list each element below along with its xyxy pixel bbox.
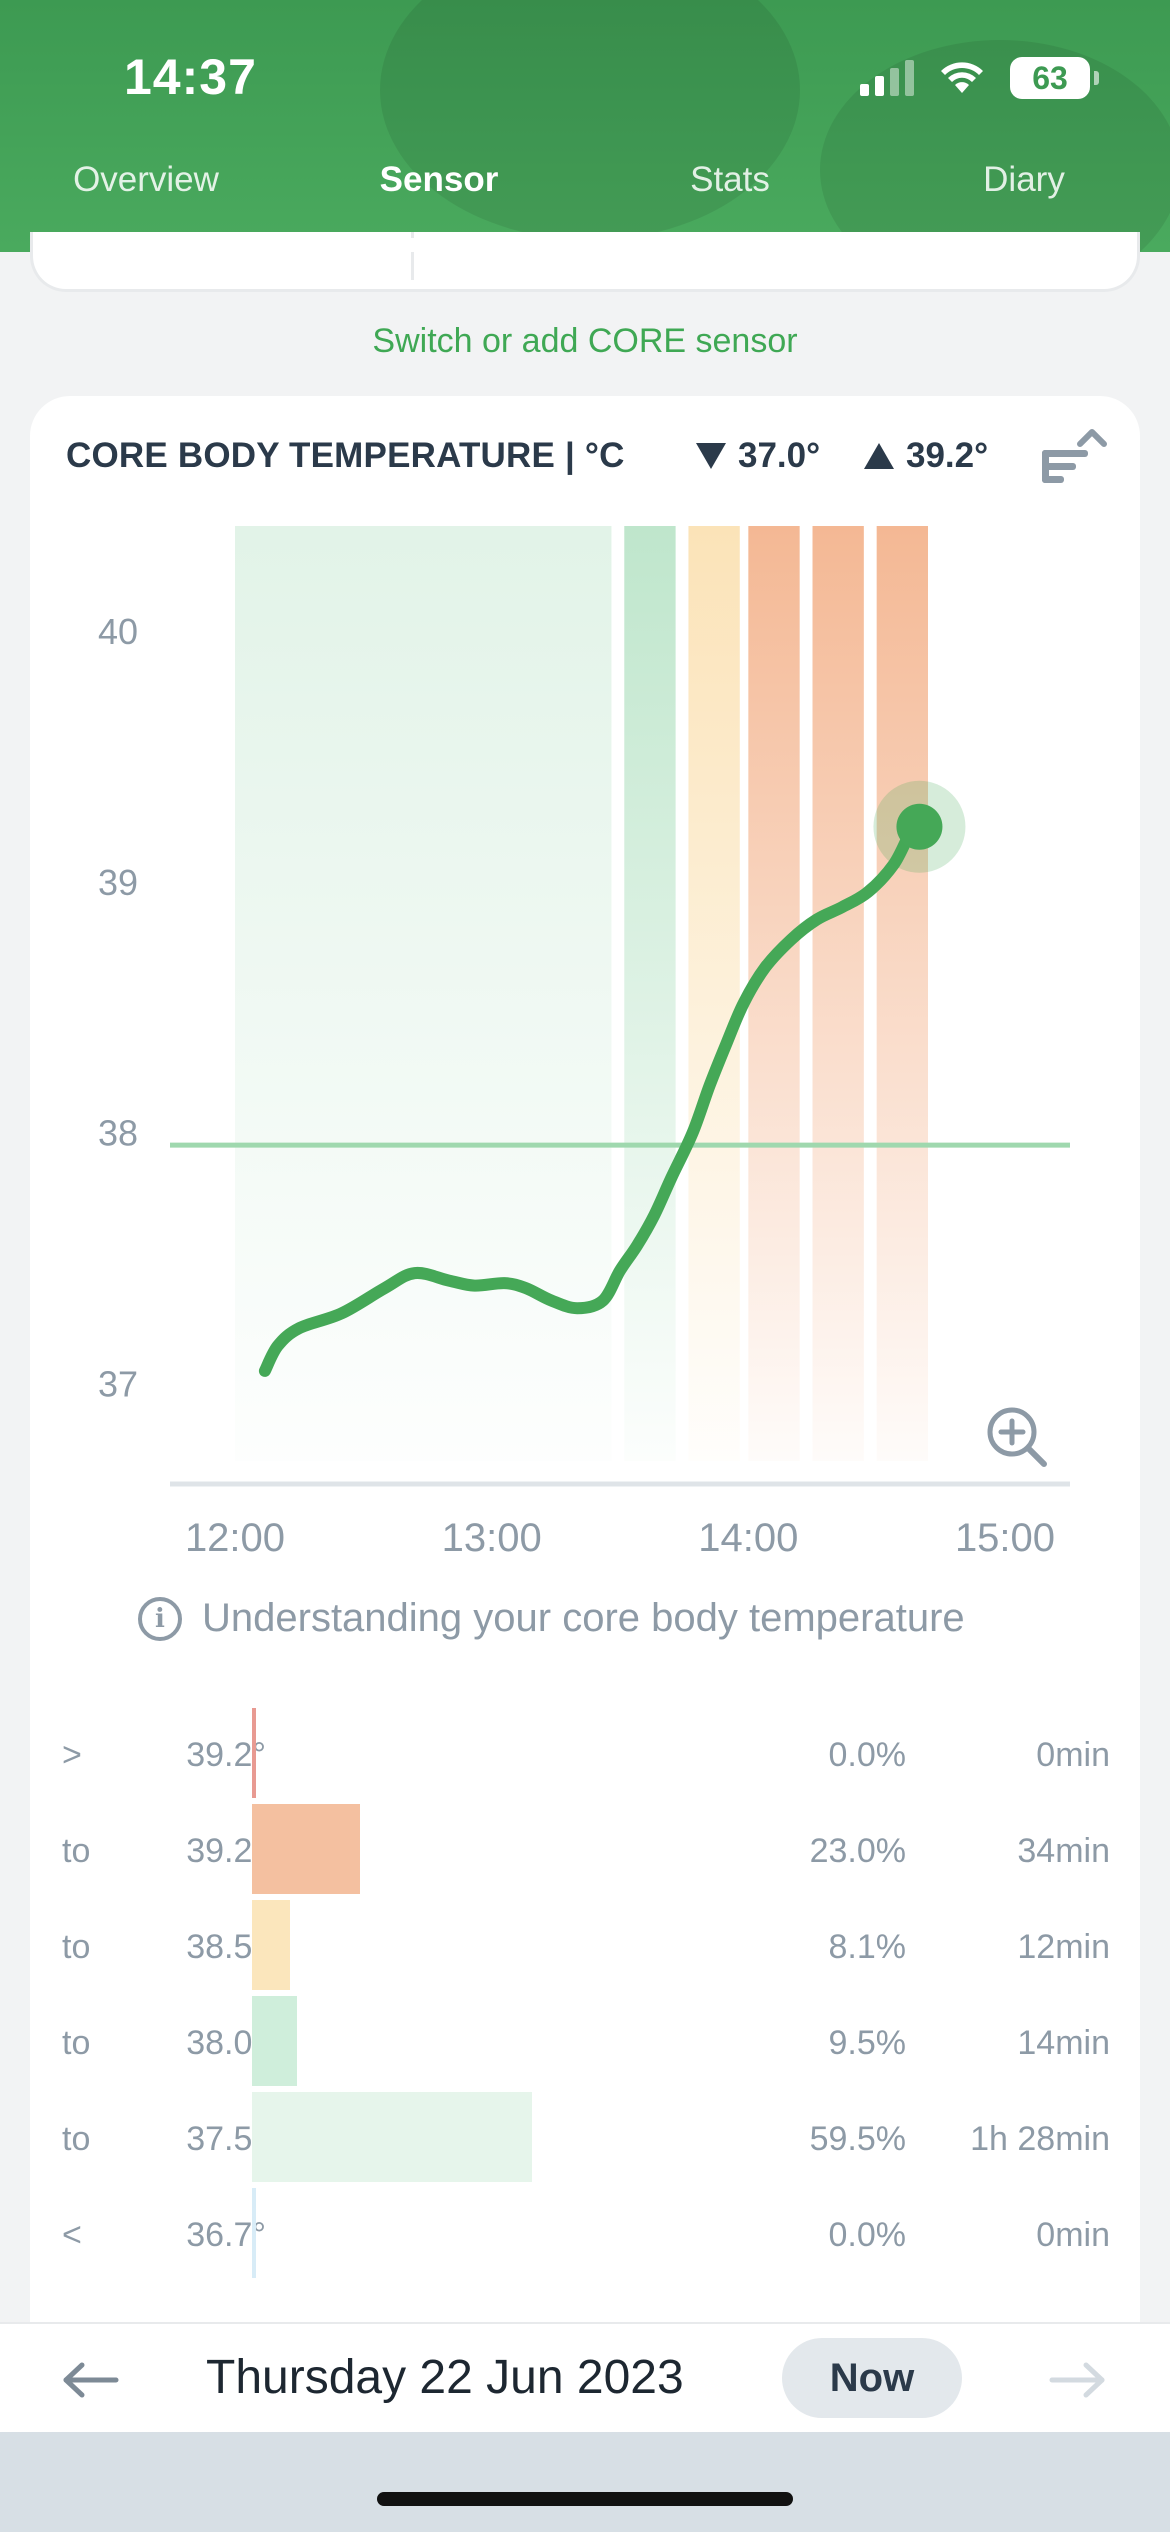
min-temperature-value: 37.0° — [738, 436, 821, 475]
zone-percentage: 9.5% — [828, 2024, 907, 2062]
zone-row: to 38.0° 9.5% 14min — [30, 1996, 1140, 2092]
zone-duration: 12min — [1017, 1928, 1110, 1966]
header-photo-shade — [820, 40, 1170, 252]
date-navigation: Thursday 22 Jun 2023 Now — [0, 2322, 1170, 2432]
home-indicator[interactable] — [377, 2492, 793, 2506]
zone-band — [688, 526, 740, 1461]
temperature-chart: 37 38 39 40 12:00 13:00 14:00 15:00 — [98, 526, 1070, 1560]
zone-duration: 0min — [1036, 2216, 1110, 2254]
zone-duration: 34min — [1017, 1832, 1110, 1870]
y-tick-label: 40 — [98, 611, 138, 652]
zone-duration: 1h 28min — [970, 2120, 1110, 2158]
zone-bar — [252, 1900, 291, 1990]
x-tick-label: 12:00 — [185, 1516, 285, 1560]
triangle-up-icon — [864, 443, 894, 469]
arrow-left-icon[interactable] — [60, 2360, 120, 2400]
zone-band — [624, 526, 676, 1461]
y-tick-label: 38 — [98, 1113, 138, 1154]
battery-level: 63 — [1032, 59, 1068, 96]
zone-percentage: 23.0% — [809, 1832, 906, 1870]
active-tab-indicator — [322, 238, 556, 252]
zone-bar — [252, 2092, 532, 2182]
zone-band — [812, 526, 864, 1461]
divider — [411, 232, 414, 280]
zone-row: to 38.5° 8.1% 12min — [30, 1900, 1140, 1996]
zone-prefix: to — [62, 2120, 91, 2158]
min-temperature: 37.0° — [696, 436, 820, 476]
zone-percentage: 59.5% — [809, 2120, 906, 2158]
y-tick-label: 37 — [98, 1363, 138, 1404]
tab-diary[interactable]: Diary — [983, 160, 1065, 199]
understanding-link[interactable]: i Understanding your core body temperatu… — [138, 1596, 965, 1641]
zone-temperature: 37.5° — [186, 2120, 266, 2158]
max-temperature: 39.2° — [864, 436, 988, 476]
triangle-down-icon — [696, 443, 726, 469]
signal-icon — [860, 60, 914, 96]
zone-prefix: to — [62, 2024, 91, 2062]
zone-bar — [252, 1804, 361, 1894]
now-button[interactable]: Now — [782, 2338, 962, 2418]
zone-prefix: < — [62, 2216, 82, 2254]
zone-band — [876, 526, 928, 1461]
zone-prefix: to — [62, 1928, 91, 1966]
zone-percentage: 0.0% — [828, 2216, 907, 2254]
understanding-text: Understanding your core body temperature — [202, 1596, 965, 1640]
date-label: Thursday 22 Jun 2023 — [206, 2351, 684, 2404]
zone-temperature: 38.5° — [186, 1928, 266, 1966]
switch-sensor-link[interactable]: Switch or add CORE sensor — [372, 322, 798, 360]
zone-percentage: 0.0% — [828, 1736, 907, 1774]
app-header: 14:37 63 Overview Sensor Stats Diary — [0, 0, 1170, 252]
zone-duration: 0min — [1036, 1736, 1110, 1774]
status-icons: 63 — [860, 56, 1099, 100]
status-time: 14:37 — [124, 49, 257, 105]
x-tick-label: 13:00 — [442, 1516, 542, 1560]
zone-row: to 37.5° 59.5% 1h 28min — [30, 2092, 1140, 2188]
x-tick-label: 14:00 — [698, 1516, 798, 1560]
zone-duration: 14min — [1017, 2024, 1110, 2062]
zone-bar — [252, 1708, 256, 1798]
battery-icon: 63 — [1010, 57, 1099, 99]
wifi-icon — [941, 62, 983, 93]
tab-bar: Overview Sensor Stats Diary — [0, 150, 1170, 220]
arrow-right-icon[interactable] — [1048, 2360, 1108, 2400]
zone-prefix: to — [62, 1832, 91, 1870]
zone-temperature: 36.7° — [186, 2216, 266, 2254]
zone-row: >39.2° 0.0% 0min — [30, 1708, 1140, 1804]
zone-band — [235, 526, 612, 1461]
sensor-info-card — [30, 232, 1140, 292]
zone-band — [748, 526, 800, 1461]
zone-temperature: 38.0° — [186, 2024, 266, 2062]
tab-sensor[interactable]: Sensor — [379, 160, 499, 199]
tab-stats[interactable]: Stats — [690, 160, 770, 199]
tab-overview[interactable]: Overview — [73, 160, 219, 199]
zone-bar — [252, 1996, 297, 2086]
zone-prefix: > — [62, 1736, 82, 1774]
card-title: CORE BODY TEMPERATURE | °C — [66, 436, 625, 475]
zone-row: <36.7° 0.0% 0min — [30, 2188, 1140, 2284]
temperature-series-line — [258, 820, 926, 1377]
core-temperature-card: CORE BODY TEMPERATURE | °C 37.0° 39.2° 3… — [30, 396, 1140, 2336]
zone-percentage: 8.1% — [828, 1928, 907, 1966]
zoom-in-icon[interactable] — [987, 1407, 1047, 1467]
zone-temperature: 39.2° — [186, 1736, 266, 1774]
zone-bar — [252, 2188, 256, 2278]
header-photo-shade — [380, 0, 800, 240]
info-icon: i — [138, 1596, 182, 1641]
zone-temperature: 39.2° — [186, 1832, 266, 1870]
y-tick-label: 39 — [98, 862, 138, 903]
zone-row: to 39.2° 23.0% 34min — [30, 1804, 1140, 1900]
x-tick-label: 15:00 — [955, 1516, 1055, 1560]
sort-icon[interactable] — [1038, 422, 1108, 488]
current-point[interactable] — [896, 803, 943, 850]
max-temperature-value: 39.2° — [906, 436, 989, 475]
home-indicator-area — [0, 2432, 1170, 2532]
